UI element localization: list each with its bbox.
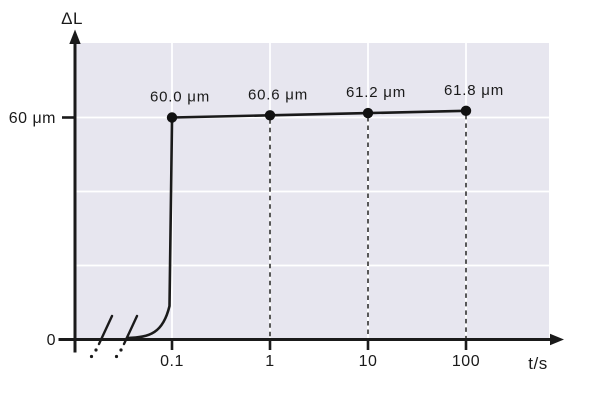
data-point-label: 61.2 μm — [346, 84, 406, 101]
data-point — [460, 105, 472, 117]
droplines — [269, 114, 467, 338]
y-axis-title: ΔL — [61, 9, 83, 28]
data-points — [166, 105, 472, 123]
x-tick-label: 100 — [452, 353, 480, 370]
data-point-label: 60.0 μm — [150, 89, 210, 106]
x-axis-arrow-icon — [550, 333, 564, 346]
response-curve — [125, 109, 468, 340]
data-point — [362, 107, 374, 119]
x-axis-ticks: 0.1 1 10 100 — [160, 339, 480, 370]
y-tick-label: 0 — [47, 332, 56, 349]
y-axis-ticks: 0 60 μm — [9, 110, 76, 349]
x-tick-label: 0.1 — [160, 353, 184, 370]
y-tick-label: 60 μm — [9, 110, 56, 127]
x-tick-label: 1 — [265, 353, 274, 370]
data-point — [166, 112, 178, 123]
data-point — [264, 110, 276, 121]
x-tick-label: 10 — [359, 353, 378, 370]
data-point-label: 60.6 μm — [248, 86, 308, 103]
x-axis-title: t/s — [528, 354, 547, 373]
point-labels: 60.0 μm 60.6 μm 61.2 μm 61.8 μm — [150, 82, 504, 106]
y-axis-arrow-icon — [69, 29, 81, 44]
data-point-label: 61.8 μm — [444, 82, 504, 99]
axis-break-icon — [89, 314, 139, 359]
